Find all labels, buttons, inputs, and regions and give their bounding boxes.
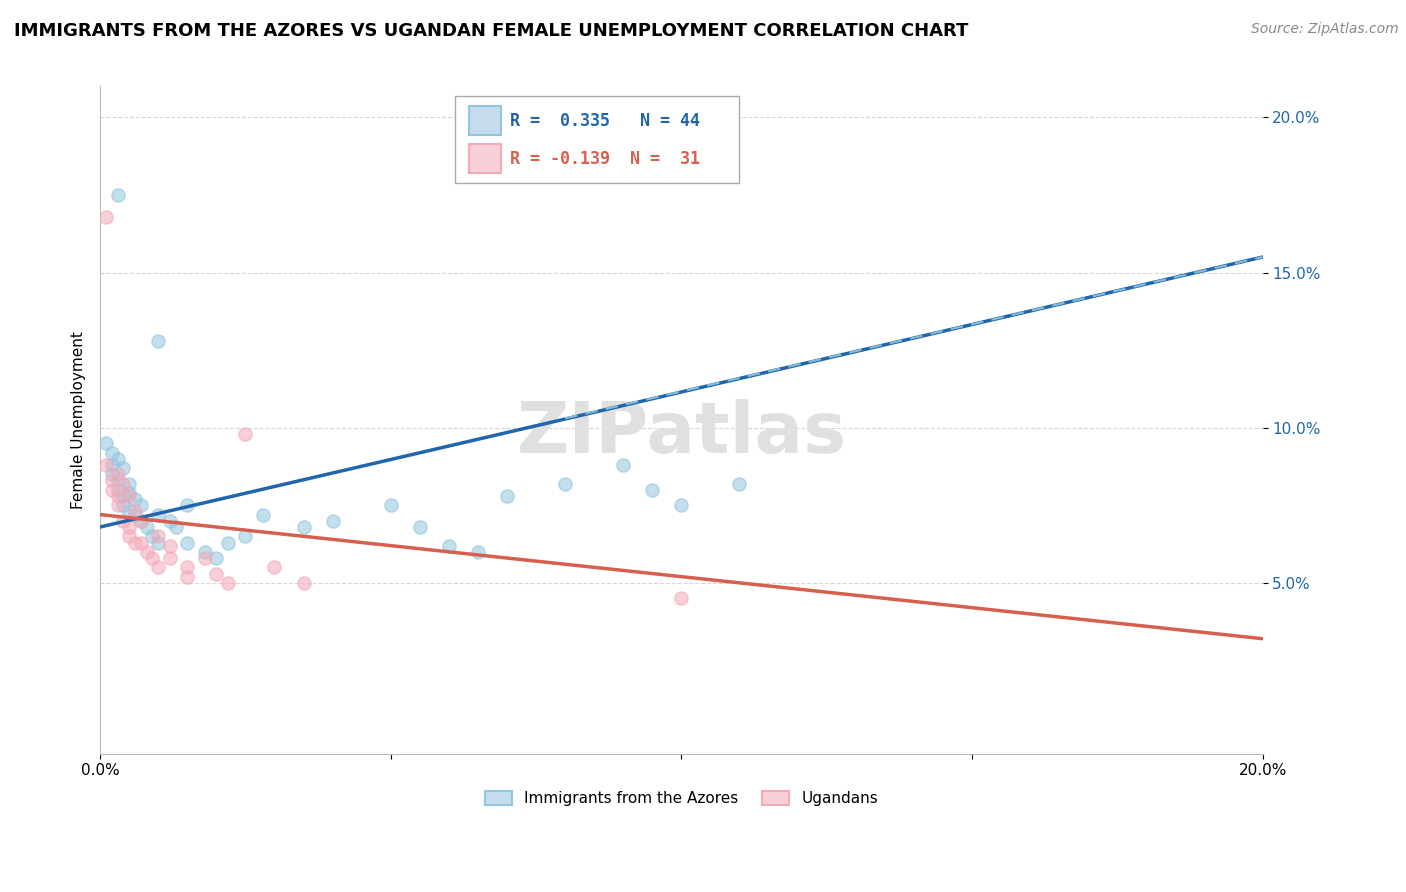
Point (100, 467, 122, 482)
Text: ZIPatlas: ZIPatlas (516, 399, 846, 467)
Point (612, 458, 634, 472)
Point (118, 504, 141, 518)
Point (148, 560, 170, 574)
Point (217, 575, 239, 590)
Point (148, 334, 170, 348)
Point (94, 436, 117, 450)
Point (217, 535, 239, 549)
Point (129, 514, 152, 528)
Point (94, 210, 117, 224)
FancyBboxPatch shape (468, 106, 501, 135)
Point (135, 520, 157, 534)
Point (118, 489, 141, 503)
Point (112, 489, 135, 503)
Legend: Immigrants from the Azores, Ugandans: Immigrants from the Azores, Ugandans (478, 785, 884, 813)
Point (148, 529, 170, 543)
Point (671, 498, 693, 512)
Point (107, 451, 129, 466)
Point (107, 474, 129, 488)
Point (112, 514, 135, 528)
Point (118, 486, 141, 500)
Point (554, 476, 576, 491)
Point (728, 476, 751, 491)
Point (148, 508, 170, 522)
Point (100, 458, 122, 472)
Point (124, 504, 146, 518)
Text: IMMIGRANTS FROM THE AZORES VS UGANDAN FEMALE UNEMPLOYMENT CORRELATION CHART: IMMIGRANTS FROM THE AZORES VS UGANDAN FE… (14, 22, 969, 40)
Point (292, 520, 315, 534)
Point (100, 445, 122, 459)
Point (112, 461, 135, 475)
Point (159, 551, 181, 566)
Point (94, 458, 117, 472)
Y-axis label: Female Unemployment: Female Unemployment (72, 331, 86, 508)
Point (107, 467, 129, 482)
Point (129, 498, 152, 512)
Point (380, 498, 402, 512)
Text: R =  0.335   N = 44: R = 0.335 N = 44 (510, 112, 700, 130)
Point (148, 535, 170, 549)
Point (437, 539, 460, 553)
Point (671, 591, 693, 606)
Point (141, 551, 163, 566)
Point (159, 514, 181, 528)
Point (194, 545, 217, 559)
Point (100, 483, 122, 497)
Text: Source: ZipAtlas.com: Source: ZipAtlas.com (1251, 22, 1399, 37)
Point (263, 560, 285, 574)
Point (496, 489, 519, 503)
Point (129, 535, 152, 549)
Point (409, 520, 432, 534)
Point (141, 529, 163, 543)
Point (235, 426, 257, 441)
FancyBboxPatch shape (468, 145, 501, 173)
Point (292, 575, 315, 590)
Text: R = -0.139  N =  31: R = -0.139 N = 31 (510, 150, 700, 168)
Point (176, 560, 198, 574)
Point (100, 474, 122, 488)
Point (118, 529, 141, 543)
Point (194, 551, 217, 566)
Point (124, 491, 146, 506)
Point (205, 551, 228, 566)
Point (176, 569, 198, 583)
Point (205, 566, 228, 581)
Point (165, 520, 187, 534)
Point (129, 514, 152, 528)
Point (112, 498, 135, 512)
Point (322, 514, 344, 528)
Point (135, 545, 157, 559)
Point (107, 489, 129, 503)
Point (159, 539, 181, 553)
Point (112, 476, 135, 491)
Point (641, 483, 664, 497)
Point (467, 545, 489, 559)
Point (118, 520, 141, 534)
Point (124, 535, 146, 549)
Point (252, 508, 274, 522)
Point (176, 498, 198, 512)
Point (176, 535, 198, 549)
Point (235, 529, 257, 543)
Point (124, 508, 146, 522)
Point (118, 476, 141, 491)
Point (107, 498, 129, 512)
Point (107, 483, 129, 497)
FancyBboxPatch shape (454, 96, 740, 183)
Point (107, 188, 129, 202)
